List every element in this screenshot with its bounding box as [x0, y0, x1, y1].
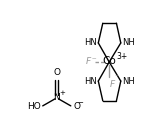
- Text: ⁻: ⁻: [115, 75, 118, 81]
- Text: 3+: 3+: [116, 52, 127, 61]
- Text: ‒: ‒: [92, 56, 96, 62]
- Text: HN: HN: [85, 77, 97, 86]
- Text: HN: HN: [85, 39, 97, 47]
- Text: N: N: [53, 93, 60, 102]
- Text: HO: HO: [27, 102, 40, 111]
- Text: O: O: [53, 68, 60, 77]
- Text: NH: NH: [122, 39, 135, 47]
- Text: −: −: [77, 100, 83, 106]
- Text: NH: NH: [122, 77, 135, 86]
- Text: F: F: [110, 80, 115, 89]
- Text: Co: Co: [102, 56, 116, 66]
- Text: F: F: [86, 57, 91, 66]
- Text: O: O: [73, 102, 80, 111]
- Text: +: +: [59, 90, 65, 96]
